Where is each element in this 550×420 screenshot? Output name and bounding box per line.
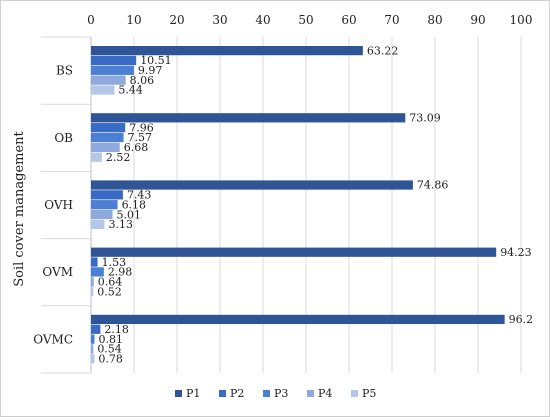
bar-p4 [91,277,94,287]
data-label: 7.57 [128,131,152,144]
bar-p2 [91,257,98,267]
data-label: 6.68 [124,141,149,154]
data-label: 73.09 [409,112,441,125]
legend-label-p1: P1 [186,387,200,400]
legend: P1 P2 P3 P4 P5 [175,387,376,400]
bar-p5 [91,219,105,229]
bar-p4 [91,344,94,354]
x-tick-label: 30 [212,13,227,27]
data-label: 7.43 [127,189,152,202]
legend-swatch-p2 [219,390,226,397]
data-label: 96.2 [509,313,534,326]
x-tick-label: 40 [255,13,270,27]
legend-label-p5: P5 [362,387,376,400]
data-label: 8.06 [130,74,155,87]
bar-p5 [91,85,115,95]
data-label: 2.52 [106,151,131,164]
data-label: 0.54 [97,343,122,356]
legend-swatch-p3 [263,390,270,397]
data-label: 0.64 [98,275,123,288]
data-label: 9.97 [138,64,163,77]
data-label: 94.23 [500,246,531,259]
x-tick-label: 20 [169,13,184,27]
bar-p3 [91,65,134,75]
data-label: 6.18 [122,198,147,211]
legend-label-p2: P2 [230,387,244,400]
y-axis-title: Soil cover management [12,130,27,286]
bar-p1 [91,247,497,257]
legend-label-p3: P3 [274,387,288,400]
x-tick-label: 100 [510,13,533,27]
bar-p3 [91,132,124,143]
bar-p2 [91,55,137,66]
bars [91,46,505,364]
data-label: 2.18 [104,323,128,336]
legend-swatch-p4 [307,390,314,397]
data-label: 3.13 [108,218,133,231]
x-tick-label: 70 [384,13,399,27]
data-label: 74.86 [417,179,449,192]
x-tick-label: 80 [427,13,442,27]
data-label: 2.98 [108,266,132,279]
x-tick-label: 90 [470,13,485,27]
bar-p3 [91,267,104,277]
x-tick-label: 60 [341,13,356,27]
data-label: 0.52 [97,285,122,298]
data-label: 1.53 [102,256,127,269]
bar-p1 [91,46,363,56]
category-label: BS [56,64,73,78]
bar-p4 [91,209,113,220]
bar-p5 [91,354,95,364]
data-label: 10.51 [140,54,172,67]
data-labels: 63.2210.519.978.065.4473.097.967.576.682… [97,44,533,365]
x-tick-label: 50 [298,13,313,27]
legend-swatch-p5 [351,390,358,397]
data-label: 0.78 [98,353,123,366]
legend-label-p4: P4 [318,387,332,400]
data-label: 7.96 [129,121,154,134]
x-tick-label: 0 [87,13,95,27]
bar-p3 [91,334,95,344]
data-label: 0.81 [98,333,123,346]
bar-p5 [91,152,102,162]
bar-p3 [91,200,118,210]
category-label: OVMC [33,332,73,346]
bar-p4 [91,142,120,152]
bar-p5 [91,286,94,297]
bar-p1 [91,180,413,190]
bar-p2 [91,190,123,200]
data-label: 5.44 [118,84,143,97]
bar-p2 [91,324,101,334]
x-axis-ticks: 0 10 20 30 40 50 60 70 80 90 100 [87,13,532,27]
data-label: 5.01 [117,208,142,221]
bar-p4 [91,75,126,85]
bar-p1 [91,314,505,325]
bar-p1 [91,113,406,123]
legend-swatch-p1 [175,390,182,397]
x-tick-label: 10 [126,13,141,27]
category-label: OVM [42,265,73,279]
category-labels: BS OB OVH OVM OVMC [33,64,73,347]
data-label: 63.22 [367,44,399,57]
category-label: OB [54,131,73,145]
bar-p2 [91,123,126,133]
category-label: OVH [44,198,73,212]
